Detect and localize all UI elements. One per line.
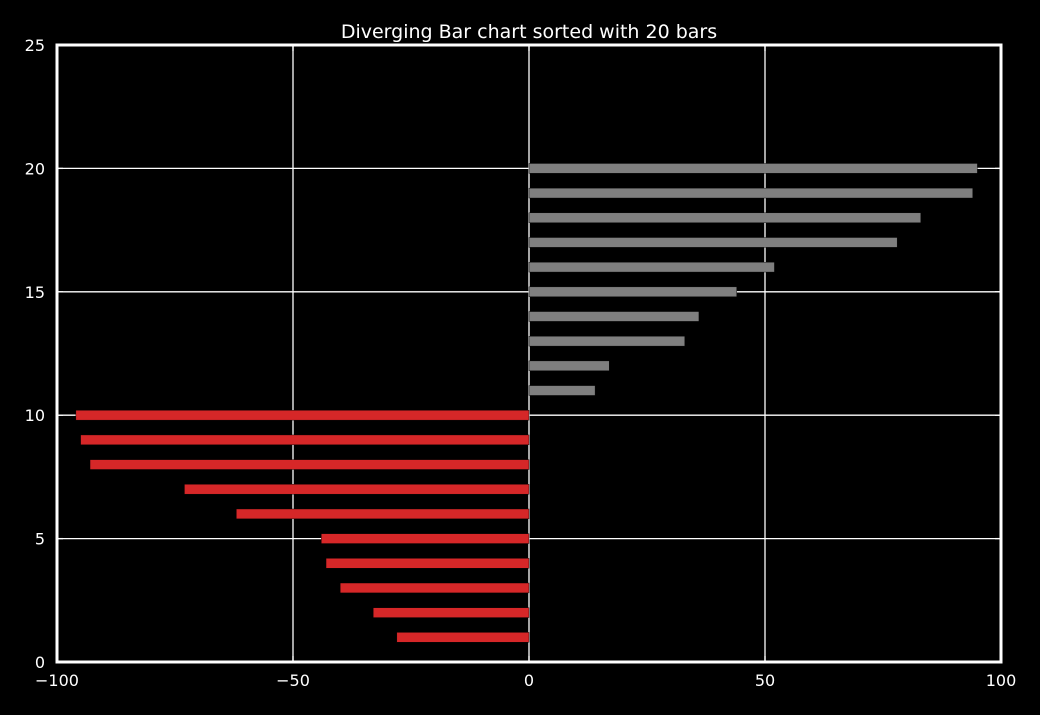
- bar-negative: [89, 459, 530, 470]
- bar-positive: [528, 336, 685, 347]
- bars: [75, 163, 978, 643]
- y-tick-label: 15: [25, 283, 45, 302]
- bar-negative: [340, 582, 530, 594]
- bar-negative: [75, 410, 530, 421]
- bar-negative: [325, 558, 530, 569]
- bar-positive: [528, 187, 973, 199]
- bar-positive: [528, 163, 978, 174]
- bar-negative: [236, 508, 530, 520]
- y-tick-label: 10: [25, 406, 45, 425]
- x-tick-label: 100: [986, 671, 1017, 690]
- bar-positive: [528, 385, 596, 396]
- bar-negative: [321, 533, 530, 544]
- bar-positive: [528, 311, 700, 322]
- y-tick-label: 20: [25, 159, 45, 178]
- x-tick-label: 50: [755, 671, 775, 690]
- bar-positive: [528, 237, 898, 248]
- axis-ticks: −100 −50 0 50 100 0 5 10 15 20 25: [25, 36, 1017, 690]
- bar-positive: [528, 360, 610, 371]
- bar-negative: [80, 434, 530, 446]
- chart-title: Diverging Bar chart sorted with 20 bars: [341, 21, 717, 43]
- y-tick-label: 25: [25, 36, 45, 55]
- y-tick-label: 5: [35, 530, 45, 549]
- x-tick-label: −50: [276, 671, 310, 690]
- bar-positive: [528, 286, 737, 297]
- bar-negative: [184, 484, 530, 495]
- x-tick-label: 0: [524, 671, 534, 690]
- x-tick-label: −100: [35, 671, 79, 690]
- bar-positive: [528, 212, 921, 223]
- bar-negative: [396, 632, 530, 643]
- bar-positive: [528, 261, 775, 273]
- bar-negative: [373, 607, 530, 618]
- y-tick-label: 0: [35, 653, 45, 672]
